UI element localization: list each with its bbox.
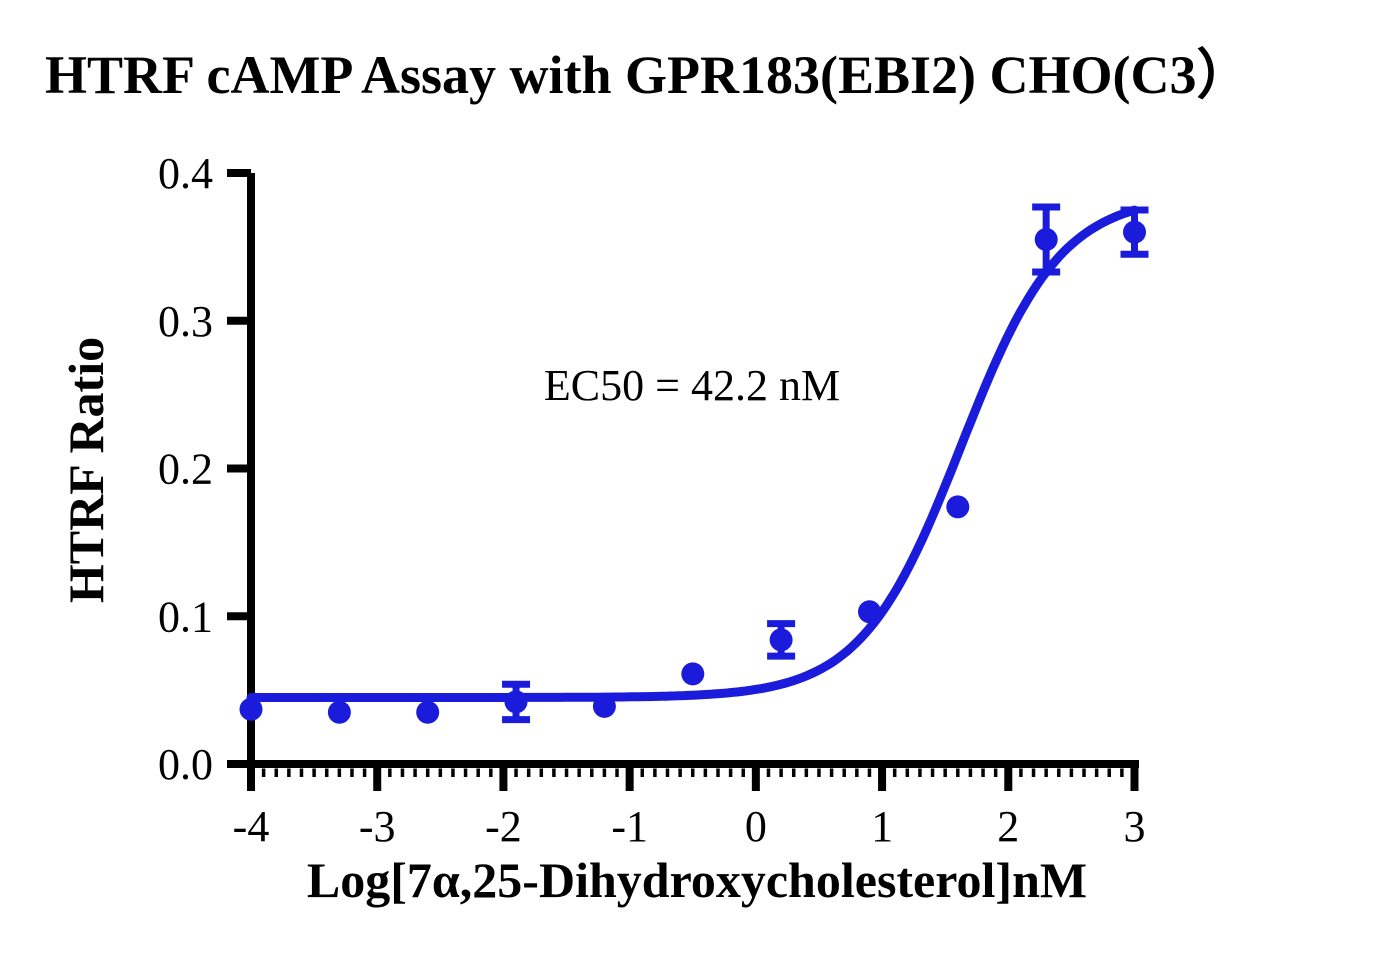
x-tick-label: -4 bbox=[233, 802, 270, 851]
y-tick-label: 0.0 bbox=[158, 740, 213, 789]
y-tick-label: 0.2 bbox=[158, 445, 213, 494]
data-point bbox=[769, 628, 793, 652]
x-tick-label: -3 bbox=[359, 802, 396, 851]
data-point bbox=[946, 495, 970, 519]
data-point bbox=[681, 662, 705, 686]
data-point bbox=[327, 700, 351, 724]
y-tick-label: 0.3 bbox=[158, 297, 213, 346]
y-axis: 0.0 0.1 0.2 0.3 0.4 bbox=[158, 149, 255, 791]
y-axis-title: HTRF Ratio bbox=[58, 337, 114, 603]
data-point bbox=[1123, 220, 1146, 244]
x-tick-label: -2 bbox=[485, 802, 522, 851]
fit-curve bbox=[246, 205, 1139, 702]
error-bars bbox=[502, 203, 1149, 724]
x-tick-label: 3 bbox=[1124, 802, 1146, 851]
data-point bbox=[239, 697, 263, 721]
chart-title: HTRF cAMP Assay with GPR183(EBI2) CHO(C3… bbox=[45, 45, 1250, 105]
x-tick-label: 1 bbox=[871, 802, 893, 851]
ec50-annotation: EC50 = 42.2 nM bbox=[544, 361, 840, 410]
x-axis-title: Log[7α,25-Dihydroxycholesterol]nM bbox=[307, 852, 1087, 908]
y-tick-label: 0.1 bbox=[158, 592, 213, 641]
data-point bbox=[1034, 228, 1058, 251]
data-point bbox=[416, 700, 440, 724]
data-points bbox=[239, 220, 1146, 724]
x-axis: -4 -3 -2 -1 0 1 2 3 bbox=[233, 760, 1146, 851]
x-tick-label: 2 bbox=[997, 802, 1019, 851]
y-tick-label: 0.4 bbox=[158, 149, 213, 198]
x-minor-ticks bbox=[261, 768, 1124, 777]
x-tick-label: -1 bbox=[611, 802, 648, 851]
x-tick-label: 0 bbox=[745, 802, 767, 851]
